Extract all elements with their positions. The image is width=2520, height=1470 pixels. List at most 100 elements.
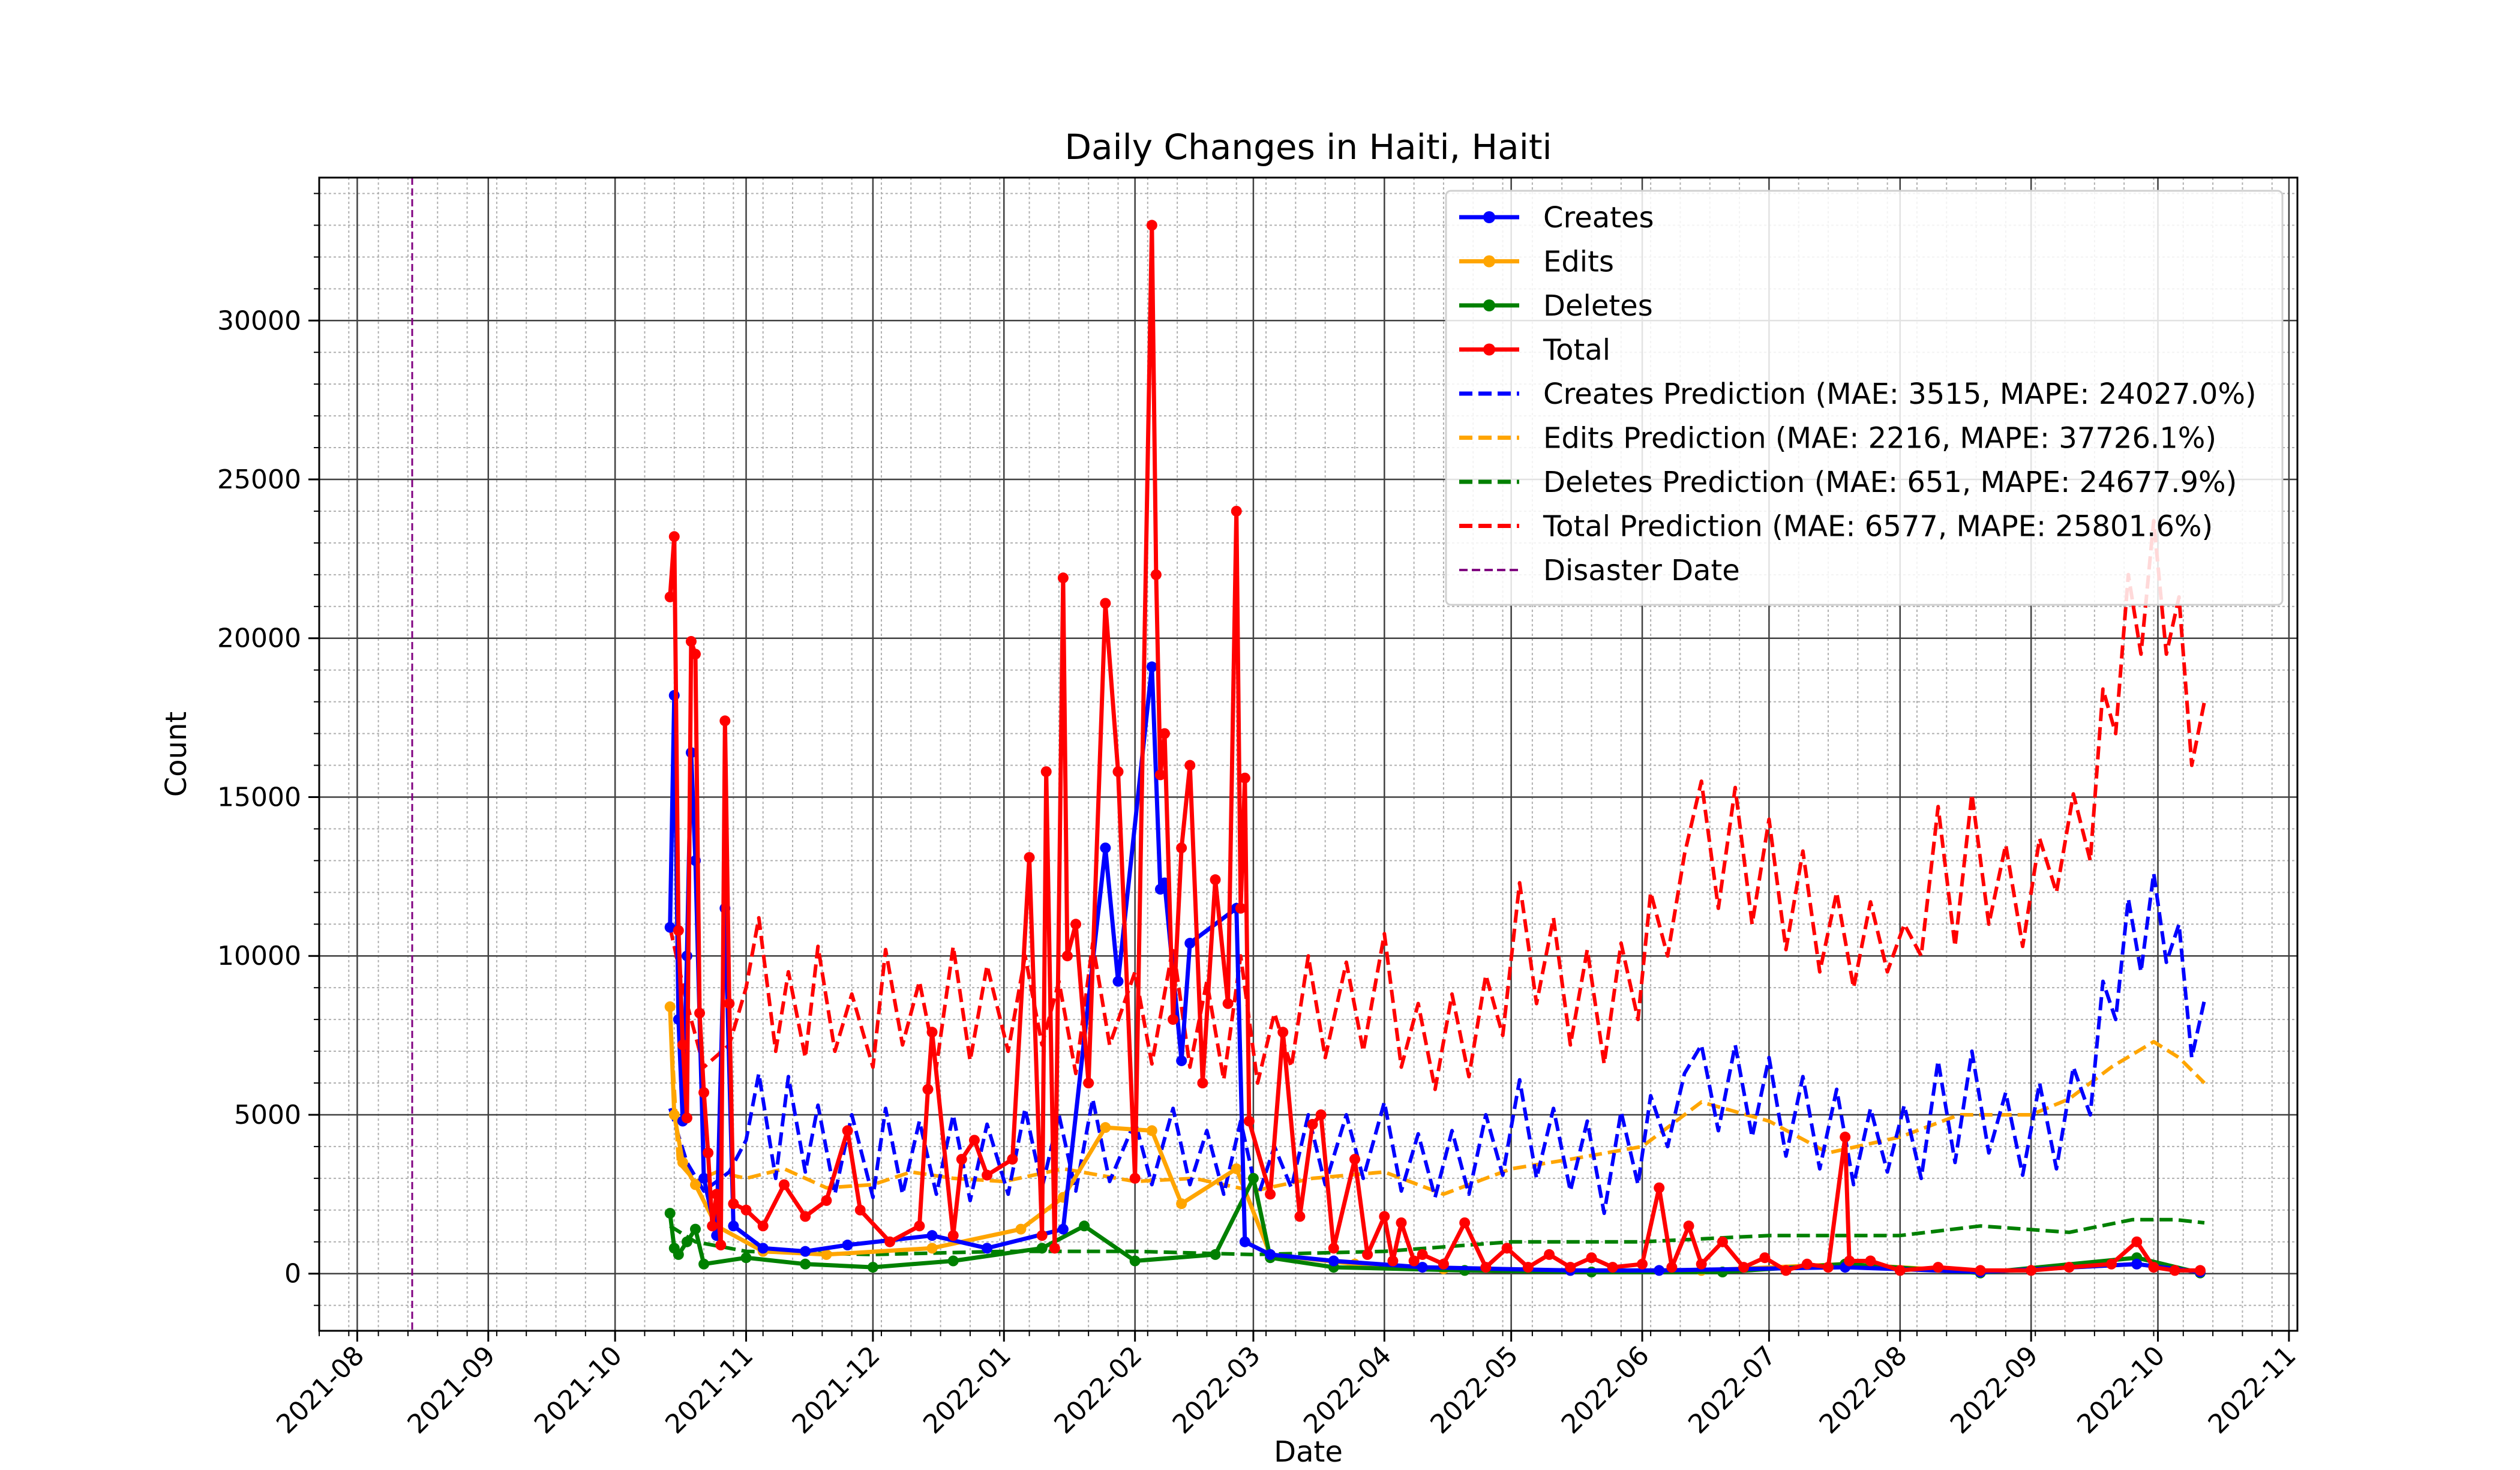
data-point-total xyxy=(1501,1243,1513,1254)
data-point-total xyxy=(2063,1262,2075,1273)
data-point-edits xyxy=(664,1001,676,1012)
data-point-total xyxy=(1349,1154,1360,1165)
data-point-total xyxy=(673,925,684,936)
legend-entry: Disaster Date xyxy=(1459,554,1740,587)
data-point-deletes xyxy=(689,1223,701,1235)
y-tick-label: 0 xyxy=(284,1259,301,1289)
chart-title: Daily Changes in Haiti, Haiti xyxy=(1064,127,1552,167)
data-point-edits xyxy=(677,1157,688,1168)
data-point-total xyxy=(1362,1249,1373,1260)
data-point-total xyxy=(1049,1243,1060,1254)
data-point-total xyxy=(1438,1258,1449,1270)
data-point-total xyxy=(1328,1243,1339,1254)
data-point-total xyxy=(1231,505,1242,517)
data-point-total xyxy=(685,636,697,647)
data-point-creates xyxy=(1239,1236,1250,1247)
legend-label: Total Prediction (MAE: 6577, MAPE: 25801… xyxy=(1543,510,2213,544)
data-point-creates xyxy=(842,1240,853,1251)
data-point-deletes xyxy=(664,1208,676,1219)
data-point-total xyxy=(1933,1262,1944,1273)
data-point-total xyxy=(2194,1265,2206,1276)
data-point-deletes xyxy=(800,1258,811,1270)
data-point-total xyxy=(1459,1217,1471,1228)
data-point-edits xyxy=(1100,1122,1111,1133)
data-point-total xyxy=(1024,852,1035,863)
data-point-total xyxy=(1840,1132,1851,1143)
data-point-creates xyxy=(926,1230,938,1241)
data-point-creates xyxy=(800,1246,811,1257)
legend-label: Creates Prediction (MAE: 3515, MAPE: 240… xyxy=(1543,377,2257,411)
data-point-total xyxy=(1070,919,1082,930)
data-point-total xyxy=(1235,902,1246,914)
data-point-creates xyxy=(1112,976,1124,987)
legend-label: Edits Prediction (MAE: 2216, MAPE: 37726… xyxy=(1543,422,2216,455)
y-tick-label: 30000 xyxy=(217,305,301,336)
data-point-total xyxy=(922,1084,934,1095)
y-axis-ticks: 0 5000 10000 15000 20000 25000 30000 xyxy=(217,305,319,1289)
data-point-total xyxy=(740,1204,752,1216)
data-point-total xyxy=(1844,1255,1855,1267)
data-point-total xyxy=(947,1230,959,1241)
series-layer xyxy=(664,220,2206,1279)
data-point-total xyxy=(1083,1078,1094,1089)
legend-entry: Creates Prediction (MAE: 3515, MAPE: 240… xyxy=(1459,377,2257,411)
data-point-total xyxy=(1159,728,1170,739)
data-point-creates xyxy=(2131,1258,2143,1270)
y-tick-label: 10000 xyxy=(217,941,301,971)
data-point-total xyxy=(1100,598,1111,609)
data-point-total xyxy=(1654,1182,1665,1193)
data-point-total xyxy=(694,1007,706,1019)
data-point-creates xyxy=(1146,661,1157,673)
data-point-total xyxy=(2148,1262,2159,1273)
data-point-edits xyxy=(1231,1163,1242,1174)
series-line-total-prediction xyxy=(668,518,2206,1091)
data-point-total xyxy=(664,591,676,602)
data-point-creates xyxy=(1265,1249,1276,1260)
data-point-creates xyxy=(728,1220,739,1232)
data-point-creates xyxy=(1057,1223,1069,1235)
data-point-total xyxy=(1040,766,1052,778)
plot-frame xyxy=(318,176,2299,1332)
data-point-total xyxy=(1265,1189,1276,1200)
data-point-total xyxy=(1294,1211,1306,1222)
data-point-deletes xyxy=(673,1249,684,1260)
data-point-total xyxy=(1480,1262,1492,1273)
legend-entry: Creates xyxy=(1459,201,1654,235)
data-point-edits xyxy=(821,1249,832,1260)
data-point-creates xyxy=(982,1243,993,1254)
data-point-total xyxy=(698,1087,710,1098)
data-point-deletes xyxy=(698,1258,710,1270)
data-point-total xyxy=(1717,1236,1728,1247)
data-point-creates xyxy=(1654,1265,1665,1276)
data-point-deletes xyxy=(1079,1220,1090,1232)
legend-entry: Edits xyxy=(1459,245,1614,279)
data-point-total xyxy=(1061,950,1073,962)
data-point-total xyxy=(1894,1265,1906,1276)
y-axis-label: Count xyxy=(160,712,193,797)
data-point-total xyxy=(778,1179,790,1190)
data-point-total xyxy=(1277,1027,1289,1038)
data-point-total xyxy=(1007,1154,1018,1165)
data-point-total xyxy=(715,1240,727,1251)
data-point-total xyxy=(1759,1252,1771,1264)
data-point-total xyxy=(1408,1255,1420,1267)
legend-entry: Edits Prediction (MAE: 2216, MAPE: 37726… xyxy=(1459,422,2216,455)
data-point-edits xyxy=(689,1179,701,1190)
data-point-total xyxy=(1387,1255,1399,1267)
legend-box xyxy=(1445,190,2284,606)
data-point-creates xyxy=(1184,938,1196,949)
data-point-total xyxy=(1780,1265,1792,1276)
data-point-total xyxy=(1666,1262,1678,1273)
legend-label: Deletes xyxy=(1543,289,1653,323)
data-point-total xyxy=(1184,760,1196,771)
data-point-edits xyxy=(668,1109,680,1120)
data-point-total xyxy=(668,531,680,542)
data-point-total xyxy=(1823,1262,1834,1273)
data-point-total xyxy=(1129,1172,1141,1184)
data-point-total xyxy=(1036,1230,1048,1241)
data-point-total xyxy=(757,1220,769,1232)
data-point-total xyxy=(1544,1249,1555,1260)
legend-label: Disaster Date xyxy=(1543,554,1740,587)
data-point-total xyxy=(1865,1255,1876,1267)
data-point-total xyxy=(1239,772,1250,784)
